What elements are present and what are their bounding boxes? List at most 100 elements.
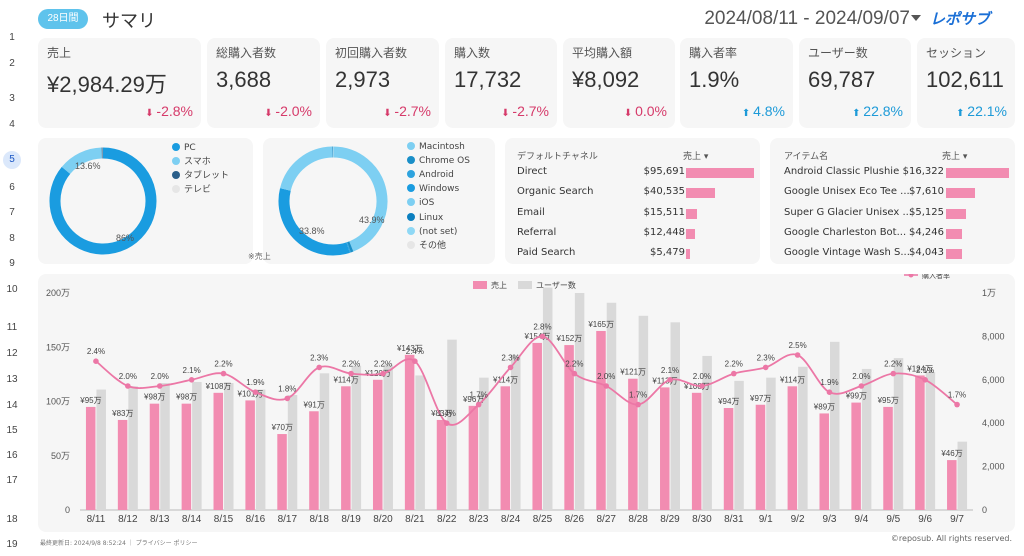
sales-bar[interactable] <box>532 342 542 510</box>
table-row-name[interactable]: Super G Glacier Unisex ... <box>784 206 913 218</box>
row-number[interactable]: 12 <box>6 348 18 359</box>
table-row-name[interactable]: Google Unisex Eco Tee ... <box>784 186 910 198</box>
legend-item[interactable]: Windows <box>407 183 459 195</box>
rate-point[interactable] <box>348 370 354 377</box>
rate-point[interactable] <box>571 370 578 377</box>
table-row-name[interactable]: Organic Search <box>517 186 594 198</box>
sales-bar[interactable] <box>117 419 128 510</box>
legend-item[interactable]: PC <box>172 142 196 154</box>
users-bar[interactable] <box>893 358 904 510</box>
sales-bar[interactable] <box>213 392 224 510</box>
rate-point[interactable] <box>316 364 322 371</box>
donut-slice[interactable] <box>332 146 388 252</box>
table-row-name[interactable]: Direct <box>517 166 547 177</box>
table-row-name[interactable]: Referral <box>517 226 557 238</box>
users-bar[interactable] <box>479 377 489 510</box>
sales-bar[interactable] <box>564 345 574 510</box>
users-bar[interactable] <box>638 315 649 510</box>
users-bar[interactable] <box>96 389 106 510</box>
donut-slice[interactable] <box>280 146 333 191</box>
rate-point[interactable] <box>125 383 131 389</box>
sales-bar[interactable] <box>915 375 925 510</box>
legend-item[interactable]: テレビ <box>172 184 211 196</box>
row-number[interactable]: 6 <box>9 182 15 193</box>
rate-point[interactable] <box>507 364 514 371</box>
row-number[interactable]: 19 <box>6 539 18 550</box>
sales-bar[interactable] <box>947 460 957 510</box>
donut-slice[interactable] <box>278 188 350 256</box>
donut-slice[interactable] <box>347 241 354 253</box>
sales-bar[interactable] <box>404 354 415 510</box>
sales-bar[interactable] <box>851 402 861 510</box>
sales-bar[interactable] <box>723 408 734 510</box>
rate-point[interactable] <box>93 358 99 364</box>
row-number[interactable]: 1 <box>9 32 15 43</box>
sales-bar[interactable] <box>787 386 798 510</box>
legend-item[interactable]: Linux <box>407 212 443 224</box>
sales-bar[interactable] <box>500 386 511 510</box>
row-number[interactable]: 16 <box>6 450 18 461</box>
date-range-picker[interactable]: 2024/08/11 - 2024/09/07 <box>704 8 910 29</box>
row-number[interactable]: 15 <box>6 425 18 436</box>
sales-bar[interactable] <box>149 403 160 510</box>
rate-point[interactable] <box>635 401 641 408</box>
donut-slice[interactable] <box>49 147 157 255</box>
rate-point[interactable] <box>220 370 227 377</box>
rate-point[interactable] <box>284 395 291 402</box>
sales-bar[interactable] <box>755 404 766 510</box>
legend-item[interactable]: Android <box>407 169 454 181</box>
rate-point[interactable] <box>475 401 482 408</box>
users-bar[interactable] <box>224 383 234 510</box>
legend-item[interactable]: スマホ <box>172 156 211 168</box>
rate-point[interactable] <box>156 383 163 389</box>
sales-bar[interactable] <box>372 379 383 510</box>
rate-point[interactable] <box>539 333 546 340</box>
row-number[interactable]: 2 <box>9 58 15 69</box>
sales-bar[interactable] <box>181 403 192 510</box>
table-row-name[interactable]: Google Vintage Wash S... <box>784 247 910 259</box>
table-row-name[interactable]: Paid Search <box>517 247 576 259</box>
rate-line[interactable] <box>95 335 958 426</box>
sales-bar[interactable] <box>596 330 606 510</box>
users-bar[interactable] <box>319 373 330 510</box>
users-bar[interactable] <box>925 372 936 510</box>
users-bar[interactable] <box>829 341 840 510</box>
sales-bar[interactable] <box>277 434 287 510</box>
rate-point[interactable] <box>443 420 450 426</box>
legend-item[interactable]: (not set) <box>407 226 457 238</box>
users-bar[interactable] <box>574 293 585 510</box>
legend-item[interactable]: その他 <box>407 240 446 252</box>
rate-point[interactable] <box>922 377 928 383</box>
row-number[interactable]: 3 <box>9 93 15 104</box>
channel-col-header[interactable]: デフォルトチャネル <box>517 152 598 162</box>
rate-point[interactable] <box>603 383 610 389</box>
row-number[interactable]: 18 <box>6 514 18 525</box>
rate-point[interactable] <box>699 383 705 389</box>
users-bar[interactable] <box>734 380 744 510</box>
rate-point[interactable] <box>188 377 195 383</box>
sales-bar[interactable] <box>436 419 447 510</box>
legend-item[interactable]: Chrome OS <box>407 155 470 167</box>
rate-point[interactable] <box>380 370 386 377</box>
table-row-name[interactable]: Email <box>517 206 545 218</box>
rate-point[interactable] <box>954 401 960 408</box>
legend-sales-label[interactable]: 売上 <box>491 280 507 290</box>
legend-item[interactable]: タブレット <box>172 170 229 182</box>
row-number[interactable]: 9 <box>9 258 15 269</box>
users-bar[interactable] <box>128 386 138 510</box>
row-number[interactable]: 10 <box>6 284 18 295</box>
sales-bar[interactable] <box>468 405 479 510</box>
rate-point[interactable] <box>252 389 259 395</box>
rate-point[interactable] <box>412 358 418 364</box>
donut-slice[interactable] <box>61 147 103 175</box>
sales-bar[interactable] <box>691 392 702 510</box>
row-number[interactable]: 5 <box>3 151 21 169</box>
users-bar[interactable] <box>861 368 872 510</box>
sales-bar[interactable] <box>819 413 829 510</box>
channel-sales-col-header[interactable]: 売上 ▾ <box>683 152 709 162</box>
users-bar[interactable] <box>766 377 776 510</box>
sales-bar[interactable] <box>309 411 319 510</box>
rate-point[interactable] <box>731 370 737 377</box>
users-bar[interactable] <box>351 365 362 510</box>
sales-bar[interactable] <box>245 400 255 510</box>
